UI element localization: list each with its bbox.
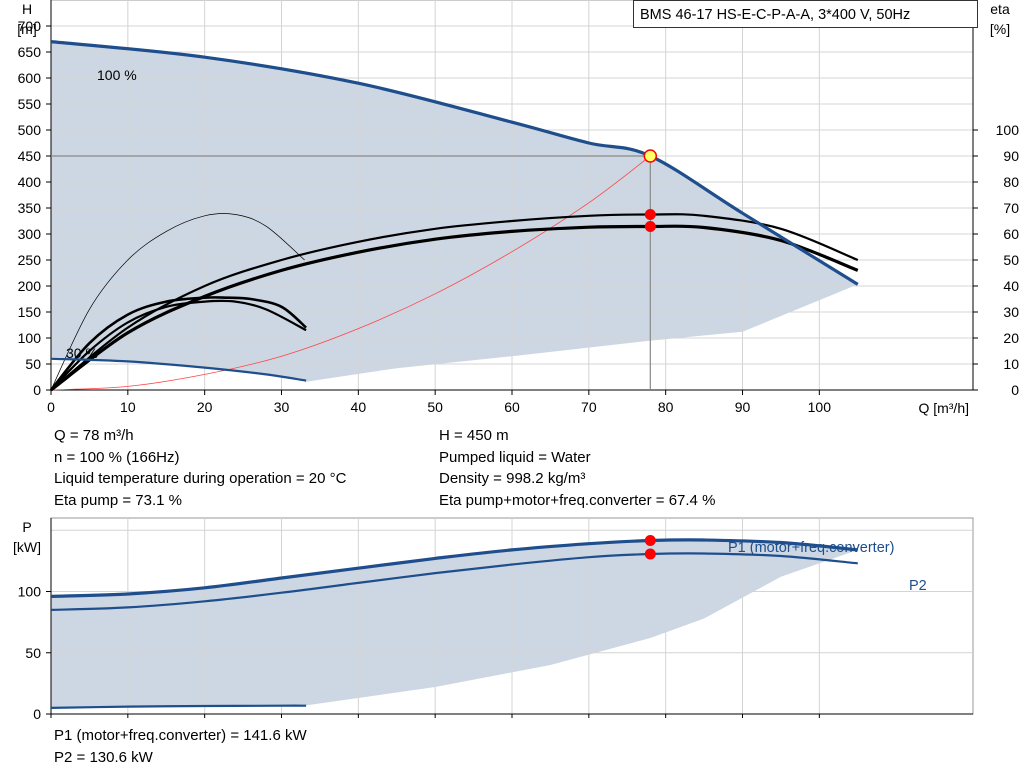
y-tick-label-left: 100 bbox=[18, 330, 42, 346]
info-temperature: Liquid temperature during operation = 20… bbox=[54, 470, 347, 487]
head-curve-100 bbox=[50, 40, 859, 286]
y-tick-label-left: 150 bbox=[18, 304, 42, 320]
info-p2: P2 = 130.6 kW bbox=[54, 748, 153, 766]
efficiency-curve bbox=[50, 299, 307, 391]
efficiency-curve bbox=[50, 213, 859, 391]
x-tick-label: 100 bbox=[808, 399, 832, 415]
head-efficiency-chart: 0 10 20 30 40 50 60 70 80 90 100050100150200250300… bbox=[17, 0, 1019, 416]
info-left: Q = 78 m³/h n = 100 % (166Hz) Liquid tem… bbox=[54, 425, 346, 511]
y-label-left-unit: [m] bbox=[17, 21, 36, 37]
info-liquid: Pumped liquid = Water bbox=[439, 448, 591, 466]
y-tick-label-right: 60 bbox=[1003, 226, 1019, 242]
y-label-right: eta bbox=[990, 1, 1010, 17]
p2-curve bbox=[50, 552, 858, 611]
y-tick-label-right: 30 bbox=[1003, 304, 1019, 320]
y-tick-label-right: 80 bbox=[1003, 174, 1019, 190]
info-head: H = 450 m bbox=[439, 427, 509, 444]
system-curve bbox=[50, 155, 651, 391]
x-tick-label: 40 bbox=[351, 399, 367, 415]
y-tick-label: 100 bbox=[18, 584, 42, 600]
y-label-left: H bbox=[22, 1, 32, 17]
y-tick-label-left: 0 bbox=[33, 382, 41, 398]
p2-label: P2 bbox=[909, 578, 927, 594]
y-tick-label-left: 300 bbox=[18, 226, 42, 242]
y-tick-label: 0 bbox=[33, 706, 41, 722]
x-tick-label: 20 bbox=[197, 399, 213, 415]
operating-point-marker bbox=[643, 149, 658, 163]
efficiency-curve bbox=[50, 213, 305, 391]
x-tick-label: 50 bbox=[427, 399, 443, 415]
curve-label-30: 30 % bbox=[66, 345, 98, 361]
y-tick-label-left: 700 bbox=[18, 18, 42, 34]
y-tick-label-right: 100 bbox=[996, 122, 1020, 138]
y-tick-label-left: 200 bbox=[18, 278, 42, 294]
y-label: P bbox=[22, 519, 31, 535]
y-tick-label-left: 350 bbox=[18, 200, 42, 216]
chart-title: BMS 46-17 HS-E-C-P-A-A, 3*400 V, 50Hz bbox=[633, 0, 978, 28]
y-tick-label-right: 20 bbox=[1003, 330, 1019, 346]
efficiency-curve bbox=[49, 296, 307, 391]
y-tick-label-right: 70 bbox=[1003, 200, 1019, 216]
y-label-right-unit: [%] bbox=[990, 21, 1010, 37]
p2-marker bbox=[644, 548, 656, 560]
p1-curve bbox=[50, 538, 858, 598]
operating-area bbox=[51, 41, 858, 382]
y-tick-label-left: 400 bbox=[18, 174, 42, 190]
y-tick-label: 50 bbox=[25, 645, 41, 661]
power-chart: 0 50 100 P [kW] P1 (motor+freq.converter) P2 bbox=[13, 517, 974, 722]
y-tick-label-right: 90 bbox=[1003, 148, 1019, 164]
x-tick-label: 0 bbox=[47, 399, 55, 415]
x-label: Q [m³/h] bbox=[918, 400, 969, 416]
x-tick-label: 80 bbox=[658, 399, 674, 415]
y-tick-label-left: 600 bbox=[18, 70, 42, 86]
y-tick-label-left: 550 bbox=[18, 96, 42, 112]
y-tick-label-left: 650 bbox=[18, 44, 42, 60]
curve-label-100: 100 % bbox=[97, 67, 137, 83]
y-tick-label-left: 450 bbox=[18, 148, 42, 164]
info-p1: P1 (motor+freq.converter) = 141.6 kW bbox=[54, 727, 307, 744]
x-tick-label: 70 bbox=[581, 399, 597, 415]
info-flow: Q = 78 m³/h bbox=[54, 427, 134, 444]
y-tick-label-right: 0 bbox=[1011, 382, 1019, 398]
y-tick-label-right: 40 bbox=[1003, 278, 1019, 294]
y-tick-label-left: 250 bbox=[18, 252, 42, 268]
y-tick-label-left: 500 bbox=[18, 122, 42, 138]
x-tick-label: 60 bbox=[504, 399, 520, 415]
eta-pump-marker bbox=[644, 209, 656, 220]
info-right: H = 450 m Pumped liquid = Water Density … bbox=[439, 425, 715, 511]
head-curve-30 bbox=[50, 357, 307, 382]
info-eta-total: Eta pump+motor+freq.converter = 67.4 % bbox=[439, 491, 716, 509]
y-label-unit: [kW] bbox=[13, 539, 41, 555]
info-density: Density = 998.2 kg/m³ bbox=[439, 470, 586, 487]
info-eta-pump: Eta pump = 73.1 % bbox=[54, 491, 182, 509]
p1-marker bbox=[644, 535, 656, 547]
p30-curve bbox=[50, 704, 307, 709]
x-tick-label: 10 bbox=[120, 399, 136, 415]
y-tick-label-right: 10 bbox=[1003, 356, 1019, 372]
info-bottom: P1 (motor+freq.converter) = 141.6 kW P2 … bbox=[54, 725, 307, 768]
y-tick-label-left: 50 bbox=[25, 356, 41, 372]
info-speed: n = 100 % (166Hz) bbox=[54, 448, 180, 466]
x-tick-label: 90 bbox=[735, 399, 751, 415]
p1-label: P1 (motor+freq.converter) bbox=[728, 540, 894, 556]
x-tick-label: 30 bbox=[274, 399, 290, 415]
y-tick-label-right: 50 bbox=[1003, 252, 1019, 268]
eta-total-marker bbox=[644, 220, 656, 232]
